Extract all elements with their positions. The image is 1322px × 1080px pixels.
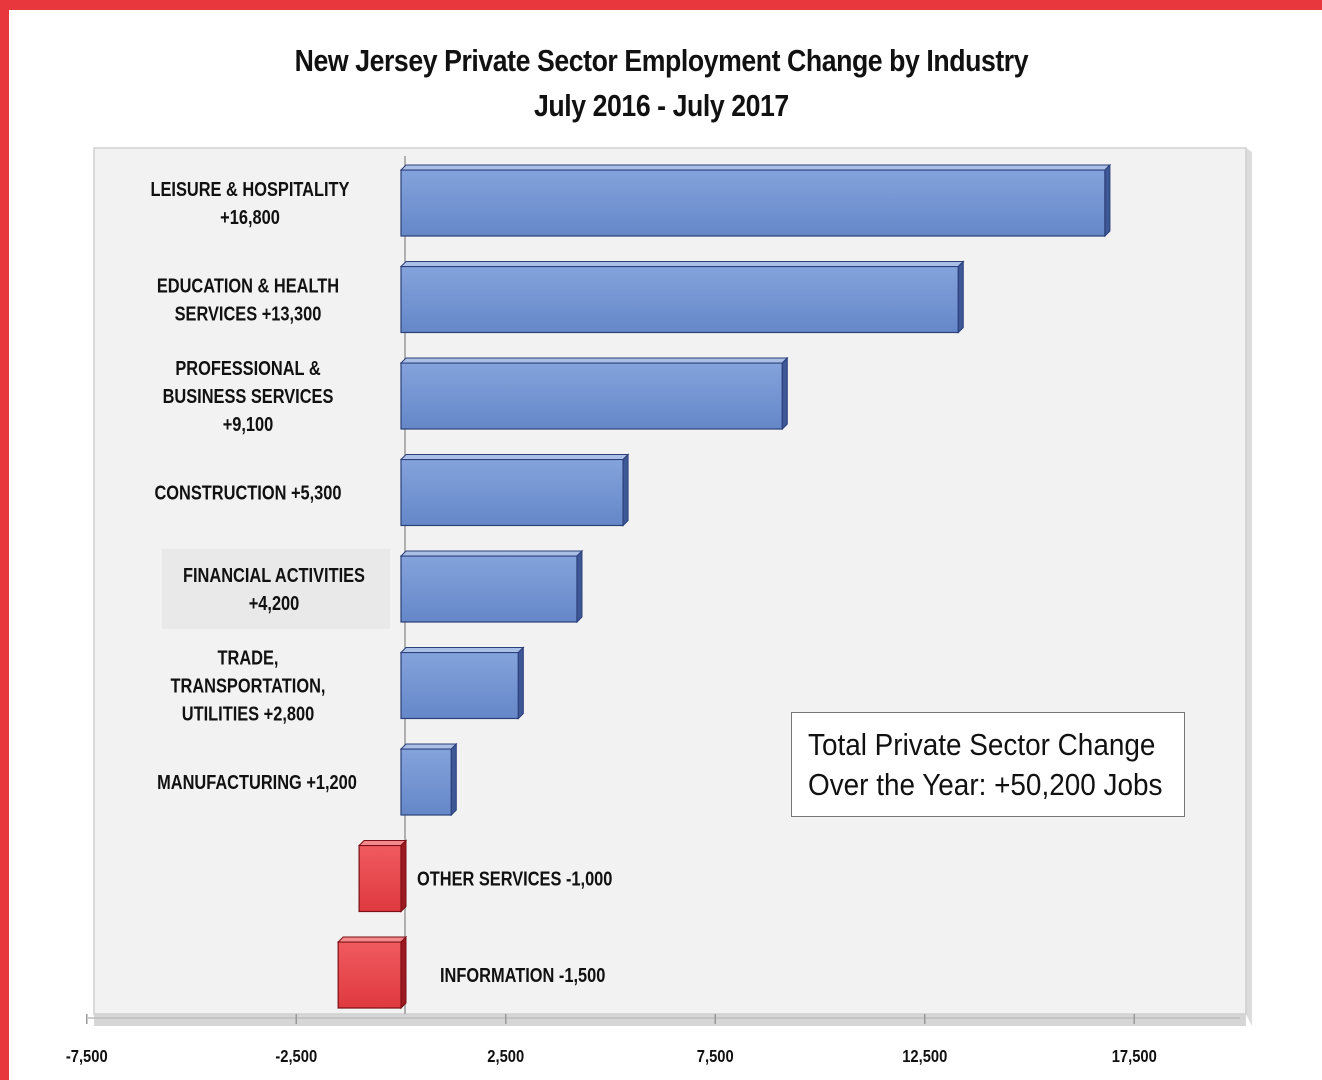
bar-label-5: +4,200 (249, 591, 300, 614)
total-annotation-line-2: Over the Year: +50,200 Jobs (808, 767, 1163, 802)
bar-8 (357, 839, 408, 913)
red-frame-top (0, 0, 1322, 10)
x-tick-label: 17,500 (1112, 1047, 1157, 1067)
bar-label-3: PROFESSIONAL & (175, 356, 320, 379)
x-tick-label: -7,500 (66, 1047, 108, 1067)
bar-1 (399, 163, 1112, 238)
bar-4 (399, 453, 630, 527)
x-tick-label: 7,500 (697, 1047, 734, 1067)
x-tick-label: -2,500 (275, 1047, 317, 1067)
bar-label-3: BUSINESS SERVICES (163, 384, 334, 407)
total-annotation-line-1: Total Private Sector Change (808, 727, 1156, 762)
bar-label-1: +16,800 (220, 205, 280, 228)
bar-label-3: +9,100 (223, 412, 274, 435)
x-tick-label: 2,500 (487, 1047, 524, 1067)
bar-label-2: SERVICES +13,300 (175, 302, 322, 325)
bar-label-9: INFORMATION -1,500 (440, 963, 605, 986)
bar-6 (399, 646, 525, 720)
label-highlight (162, 549, 390, 629)
chart-subtitle: July 2016 - July 2017 (534, 88, 789, 123)
bar-label-8: OTHER SERVICES -1,000 (417, 867, 612, 890)
bar-label-4: CONSTRUCTION +5,300 (154, 481, 341, 504)
x-tick-label: 12,500 (902, 1047, 947, 1067)
bar-label-6: UTILITIES +2,800 (182, 702, 314, 725)
bar-9 (336, 935, 408, 1010)
bar-label-5: FINANCIAL ACTIVITIES (183, 563, 365, 586)
bar-7 (399, 742, 458, 817)
chart-title: New Jersey Private Sector Employment Cha… (294, 43, 1029, 78)
bar-3 (399, 356, 789, 431)
red-frame-left (0, 0, 9, 1080)
total-annotation-box: Total Private Sector Change Over the Yea… (791, 712, 1185, 817)
bar-5 (399, 549, 584, 624)
bar-label-1: LEISURE & HOSPITALITY (150, 177, 349, 200)
bar-label-7: MANUFACTURING +1,200 (157, 770, 357, 793)
bar-label-2: EDUCATION & HEALTH (157, 274, 339, 297)
bar-2 (399, 260, 965, 334)
bar-label-6: TRADE, (218, 646, 279, 669)
bar-label-6: TRANSPORTATION, (171, 674, 326, 697)
